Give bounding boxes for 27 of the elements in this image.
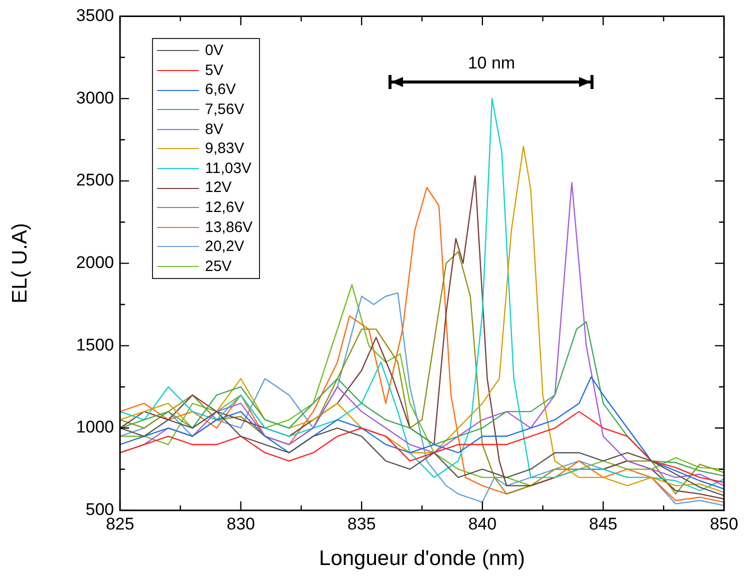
- legend-label: 9,83V: [205, 139, 244, 159]
- legend-label: 20,2V: [205, 237, 244, 257]
- y-tick-label: 2000: [76, 252, 114, 272]
- legend-label: 12V: [205, 178, 232, 198]
- y-axis-title: EL( U.A): [8, 223, 32, 304]
- legend-label: 8V: [205, 120, 224, 140]
- y-tick-label: 3000: [76, 88, 114, 108]
- y-tick-label: 1500: [76, 335, 114, 354]
- x-tick-label: 835: [347, 514, 376, 534]
- legend-label: 5V: [205, 60, 224, 80]
- x-axis-title: Longueur d'onde (nm): [319, 547, 525, 570]
- legend-label: 25V: [205, 256, 232, 276]
- legend-label: 11,03V: [205, 158, 252, 178]
- legend-label: 7,56V: [205, 100, 244, 120]
- legend-label: 6,6V: [205, 80, 236, 100]
- x-tick-label: 840: [468, 514, 497, 534]
- legend-label: 0V: [205, 41, 224, 61]
- legend-label: 13,86V: [205, 218, 253, 238]
- x-tick-label: 825: [106, 514, 134, 534]
- y-tick-label: 3500: [76, 6, 114, 25]
- legend-label: 12,6V: [205, 198, 244, 218]
- x-tick-label: 830: [226, 514, 255, 534]
- y-tick-label: 1000: [76, 418, 114, 437]
- y-tick-label: 2500: [76, 170, 114, 190]
- x-tick-label: 850: [710, 514, 738, 534]
- x-tick-label: 845: [589, 514, 618, 534]
- annotation: 10 nm: [468, 53, 516, 72]
